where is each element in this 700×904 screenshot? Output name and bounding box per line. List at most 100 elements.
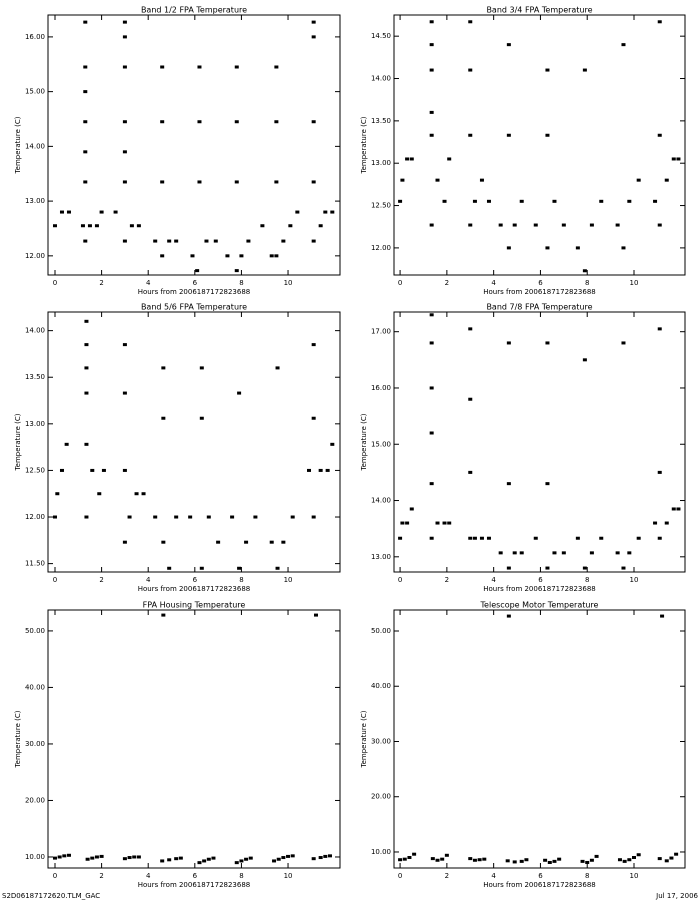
point — [234, 269, 239, 273]
plot-frame — [393, 311, 686, 573]
panel-title: Band 5/6 FPA Temperature — [141, 303, 247, 312]
y-tick-label: 20.00 — [371, 793, 391, 801]
y-tick-label: 10.00 — [25, 853, 45, 861]
point — [479, 178, 484, 182]
point — [468, 397, 473, 401]
point — [429, 536, 434, 540]
point — [506, 246, 511, 250]
point — [653, 199, 658, 203]
point — [132, 855, 137, 859]
point — [59, 468, 64, 472]
point — [237, 566, 242, 570]
point — [627, 858, 632, 862]
point — [429, 43, 434, 47]
y-axis-label: Temperature (C) — [14, 710, 22, 768]
point — [84, 442, 89, 446]
plot-frame — [47, 311, 341, 573]
point — [627, 551, 632, 555]
point — [398, 199, 403, 203]
point — [557, 857, 562, 861]
point — [167, 239, 172, 243]
point — [311, 180, 316, 184]
point — [543, 858, 548, 862]
point — [206, 857, 211, 861]
x-tick-label: 6 — [538, 872, 543, 880]
y-tick-label: 13.00 — [371, 553, 391, 561]
point — [234, 65, 239, 69]
x-tick-label: 0 — [53, 279, 57, 287]
point — [122, 120, 127, 124]
point — [632, 856, 637, 860]
plot-frame — [393, 14, 686, 276]
y-tick-label: 40.00 — [371, 682, 391, 690]
y-tick-label: 30.00 — [371, 737, 391, 745]
point — [134, 492, 139, 496]
x-tick-label: 6 — [193, 872, 198, 880]
point — [594, 854, 599, 858]
point — [330, 442, 335, 446]
x-axis-label: Hours from 2006187172823688 — [483, 881, 596, 889]
point — [153, 239, 158, 243]
point — [99, 854, 104, 858]
point — [468, 133, 473, 137]
point — [589, 223, 594, 227]
point — [52, 224, 57, 228]
point — [498, 551, 503, 555]
point — [122, 239, 127, 243]
point — [524, 858, 529, 862]
x-tick-label: 4 — [146, 279, 151, 287]
point — [234, 120, 239, 124]
point — [468, 223, 473, 227]
y-tick-label: 16.00 — [25, 33, 45, 41]
point — [307, 468, 312, 472]
point — [435, 178, 440, 182]
point — [486, 536, 491, 540]
point — [512, 551, 517, 555]
point — [161, 613, 166, 617]
point — [615, 223, 620, 227]
point — [97, 492, 102, 496]
point — [174, 515, 179, 519]
point — [657, 133, 662, 137]
point — [244, 857, 249, 861]
x-axis-label: Hours from 2006187172823688 — [138, 585, 251, 593]
point — [84, 343, 89, 347]
point — [311, 20, 316, 24]
point — [323, 854, 328, 858]
y-tick-label: 13.00 — [25, 197, 45, 205]
point — [575, 536, 580, 540]
point — [269, 254, 274, 258]
point — [84, 366, 89, 370]
point — [52, 856, 57, 860]
point — [545, 133, 550, 137]
point — [290, 854, 295, 858]
point — [59, 210, 64, 214]
point — [323, 210, 328, 214]
x-axis-label: Hours from 2006187172823688 — [483, 585, 596, 593]
x-tick-label: 0 — [53, 872, 57, 880]
panel: Band 5/6 FPA Temperature Hours from 20061… — [14, 303, 341, 593]
x-tick-label: 0 — [398, 279, 402, 287]
point — [519, 859, 524, 863]
point — [197, 120, 202, 124]
point — [274, 120, 279, 124]
panel-title: Band 3/4 FPA Temperature — [486, 6, 592, 15]
point — [234, 861, 239, 865]
point — [127, 856, 132, 860]
plot-frame — [47, 609, 341, 869]
point — [275, 366, 280, 370]
point — [204, 239, 209, 243]
point — [482, 857, 487, 861]
point — [512, 223, 517, 227]
y-tick-label: 40.00 — [25, 683, 45, 691]
x-tick-label: 6 — [538, 576, 543, 584]
point — [506, 482, 511, 486]
y-tick-label: 15.00 — [25, 88, 45, 96]
point — [468, 470, 473, 474]
x-tick-label: 2 — [445, 279, 449, 287]
point — [122, 180, 127, 184]
y-axis-label: Temperature (C) — [14, 116, 22, 174]
point — [311, 857, 316, 861]
point — [657, 327, 662, 331]
point — [405, 521, 410, 525]
